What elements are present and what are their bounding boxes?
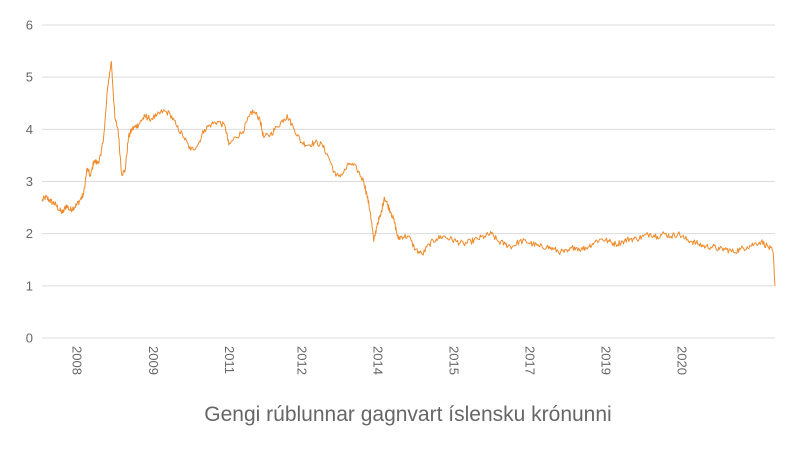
y-tick-label: 0 xyxy=(26,331,33,346)
x-tick-label: 2008 xyxy=(70,346,85,375)
y-tick-label: 1 xyxy=(26,278,33,293)
x-tick-label: 2009 xyxy=(146,346,161,375)
x-tick-label: 2014 xyxy=(370,346,385,375)
y-tick-label: 2 xyxy=(26,226,33,241)
x-tick-label: 2015 xyxy=(446,346,461,375)
x-axis-ticks: 2008 2009 2011 2012 2014 2015 2017 2019 2020 xyxy=(70,346,690,375)
y-tick-label: 3 xyxy=(26,174,33,189)
series-line xyxy=(41,61,776,286)
x-tick-label: 2017 xyxy=(523,346,538,375)
x-tick-label: 2019 xyxy=(599,346,614,375)
y-tick-label: 4 xyxy=(26,122,33,137)
chart-title: Gengi rúblunnar gagnvart íslensku krónun… xyxy=(204,403,611,426)
x-tick-label: 2012 xyxy=(294,346,309,375)
y-tick-label: 5 xyxy=(26,70,33,85)
x-tick-label: 2020 xyxy=(675,346,690,375)
series-layer xyxy=(41,61,776,286)
y-tick-label: 6 xyxy=(26,18,33,33)
gridlines xyxy=(42,24,775,339)
y-axis-ticks: 0 1 2 3 4 5 6 xyxy=(26,18,33,346)
x-tick-label: 2011 xyxy=(222,346,237,374)
